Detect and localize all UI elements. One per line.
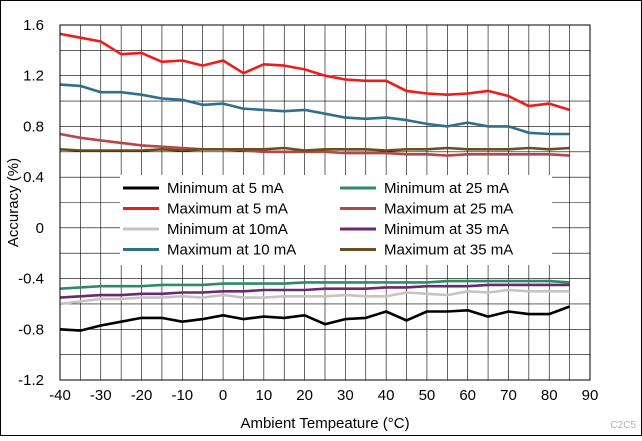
legend-box	[120, 175, 552, 265]
y-tick-label: -0.4	[18, 271, 44, 288]
x-tick-label: 50	[419, 387, 436, 404]
legend: Minimum at 5 mA Maximum at 5 mA Minimum at…	[120, 175, 552, 265]
x-tick-label: 30	[337, 387, 354, 404]
series-line	[59, 305, 571, 332]
y-tick-label: 0.4	[23, 169, 44, 186]
legend-label: Maximum at 25 mA	[384, 201, 513, 218]
series-line	[59, 288, 570, 306]
legend-label: Maximum at 5 mA	[167, 201, 288, 218]
figure-code: C2C5	[610, 420, 636, 431]
series-line	[59, 146, 570, 152]
x-tick-label: -40	[49, 387, 71, 404]
series-line	[59, 83, 570, 136]
series-line	[59, 279, 570, 290]
x-tick-label: 10	[256, 387, 273, 404]
legend-label: Maximum at 35 mA	[384, 242, 513, 259]
legend-label: Minimum at 25 mA	[384, 180, 509, 197]
y-tick-label: -1.2	[18, 372, 44, 389]
x-tick-label: 20	[296, 387, 313, 404]
y-tick-label: 0.8	[23, 118, 44, 135]
y-axis-title: Accuracy (%)	[5, 158, 22, 247]
x-axis-title: Ambient Tempeature (°C)	[240, 415, 409, 432]
x-tick-label: -20	[131, 387, 153, 404]
x-tick-label: 70	[500, 387, 517, 404]
y-tick-label: 1.6	[23, 17, 44, 34]
legend-label: Minimum at 5 mA	[167, 180, 284, 197]
x-tick-label: 80	[541, 387, 558, 404]
series-line	[59, 32, 570, 112]
x-tick-label: 0	[219, 387, 227, 404]
x-tick-label: -30	[90, 387, 112, 404]
y-tick-label: -0.8	[18, 321, 44, 338]
series-line	[59, 283, 570, 299]
tick-labels: -40 -30 -20 -10 0 10 20 30 40 50 60 70 80 90 1.6 1.2 0.8…	[18, 17, 598, 404]
x-tick-label: 90	[582, 387, 599, 404]
x-tick-label: -10	[171, 387, 193, 404]
y-tick-label: 0	[36, 220, 44, 237]
legend-label: Minimum at 35 mA	[384, 221, 509, 238]
series-lines	[59, 32, 571, 332]
x-tick-label: 40	[378, 387, 395, 404]
legend-label: Minimum at 10mA	[167, 221, 288, 238]
series-line	[59, 132, 570, 157]
legend-label: Maximum at 10 mA	[167, 242, 296, 259]
y-tick-label: 1.2	[23, 68, 44, 85]
plot-frame	[59, 24, 591, 381]
x-tick-label: 60	[459, 387, 476, 404]
